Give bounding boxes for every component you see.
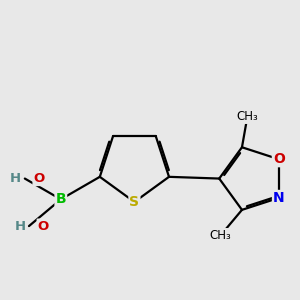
Text: S: S [129, 195, 140, 209]
Text: CH₃: CH₃ [236, 110, 258, 123]
Text: H: H [14, 220, 26, 232]
Text: B: B [56, 192, 66, 206]
Text: H: H [10, 172, 21, 185]
Text: CH₃: CH₃ [209, 229, 231, 242]
Text: O: O [273, 152, 285, 166]
Text: O: O [34, 172, 45, 185]
Text: O: O [38, 220, 49, 232]
Text: N: N [273, 191, 285, 205]
